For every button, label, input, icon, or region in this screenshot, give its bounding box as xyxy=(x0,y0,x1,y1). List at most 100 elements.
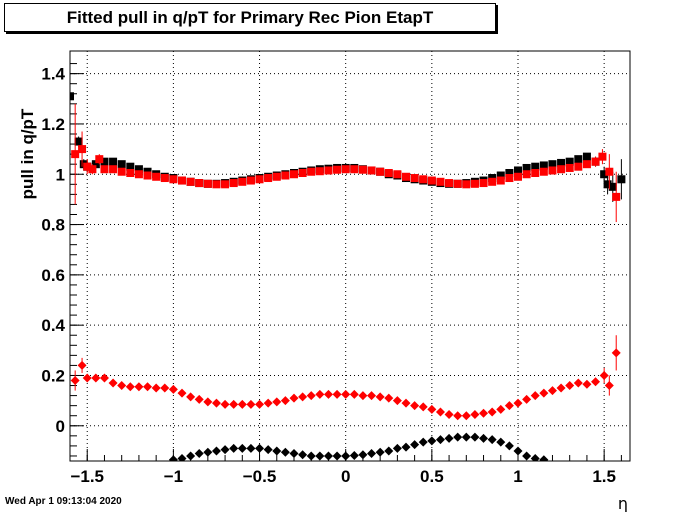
data-point xyxy=(514,172,522,181)
data-point xyxy=(246,443,256,453)
data-point xyxy=(71,150,80,159)
data-point xyxy=(341,451,351,461)
data-point xyxy=(306,451,316,461)
data-point xyxy=(444,433,454,443)
data-point xyxy=(384,446,394,456)
data-point xyxy=(255,443,265,453)
data-point xyxy=(333,165,342,174)
data-point xyxy=(462,180,471,189)
data-point xyxy=(612,192,621,201)
data-point xyxy=(574,162,583,171)
data-point xyxy=(212,180,221,189)
data-point xyxy=(605,167,614,176)
data-point xyxy=(582,152,591,161)
data-point xyxy=(444,409,454,419)
data-point xyxy=(487,435,497,445)
data-point xyxy=(290,170,298,179)
data-point xyxy=(289,393,299,403)
y-tick-label: 1 xyxy=(56,165,65,184)
data-point xyxy=(608,182,617,191)
data-point xyxy=(367,391,377,401)
data-point xyxy=(504,401,514,411)
y-tick-label: 0.6 xyxy=(41,266,65,285)
y-tick-label: 1.4 xyxy=(41,65,65,84)
data-point xyxy=(402,172,410,181)
data-point xyxy=(522,451,532,461)
data-point xyxy=(603,180,612,189)
data-point xyxy=(375,392,385,402)
x-tick-label: 0 xyxy=(341,467,350,486)
data-point xyxy=(263,445,273,455)
data-point xyxy=(307,167,316,176)
data-point xyxy=(246,176,255,185)
data-point xyxy=(186,392,196,402)
data-point xyxy=(177,453,187,461)
data-point xyxy=(220,445,230,455)
data-point xyxy=(514,166,522,175)
data-point xyxy=(557,158,566,167)
data-point xyxy=(513,398,523,408)
plot-frame xyxy=(69,50,631,462)
data-point xyxy=(445,179,454,188)
data-point xyxy=(461,411,471,421)
data-point xyxy=(315,389,325,399)
data-point xyxy=(504,441,514,451)
data-point xyxy=(315,451,325,461)
data-point xyxy=(263,398,273,408)
data-point xyxy=(109,165,118,174)
data-point xyxy=(393,170,402,179)
data-point xyxy=(323,389,333,399)
data-point xyxy=(194,394,204,404)
data-point xyxy=(100,157,109,166)
data-point xyxy=(88,165,97,174)
data-point xyxy=(573,378,583,388)
data-point xyxy=(117,160,126,169)
data-point xyxy=(565,163,574,172)
data-point xyxy=(453,432,463,442)
y-tick-label: 0.4 xyxy=(41,316,65,335)
data-point xyxy=(195,179,204,188)
data-point xyxy=(488,177,497,186)
data-point xyxy=(186,451,196,461)
data-point xyxy=(565,157,574,166)
data-point xyxy=(410,401,420,411)
data-point xyxy=(530,453,540,461)
data-point xyxy=(341,389,351,399)
data-point xyxy=(453,411,463,421)
title-box: Fitted pull in q/pT for Primary Rec Pion… xyxy=(4,3,496,32)
data-point xyxy=(410,440,420,450)
data-point xyxy=(418,402,428,412)
x-tick-label: −1 xyxy=(164,467,183,486)
data-point xyxy=(376,167,385,176)
data-point xyxy=(487,407,497,417)
data-point xyxy=(70,376,80,386)
x-tick-label: 1.5 xyxy=(592,467,616,486)
data-point xyxy=(91,160,100,169)
data-point xyxy=(143,171,152,180)
data-point xyxy=(77,360,87,370)
data-point xyxy=(470,179,479,188)
data-point xyxy=(582,160,591,169)
data-point xyxy=(229,179,238,188)
data-point xyxy=(178,176,186,185)
data-point xyxy=(531,162,540,171)
data-point xyxy=(237,399,247,409)
data-point xyxy=(392,396,402,406)
data-point xyxy=(99,373,109,383)
data-point xyxy=(539,388,549,398)
data-point xyxy=(539,455,549,461)
data-point xyxy=(427,404,437,414)
data-point xyxy=(479,179,488,188)
data-point xyxy=(530,391,540,401)
data-point xyxy=(70,92,74,101)
data-point xyxy=(557,165,566,174)
data-point xyxy=(126,162,135,171)
data-point xyxy=(324,166,333,175)
data-point xyxy=(617,175,626,184)
data-layer xyxy=(70,81,626,461)
data-point xyxy=(392,443,402,453)
data-point xyxy=(177,388,187,398)
data-point xyxy=(117,167,126,176)
data-point xyxy=(134,170,143,179)
